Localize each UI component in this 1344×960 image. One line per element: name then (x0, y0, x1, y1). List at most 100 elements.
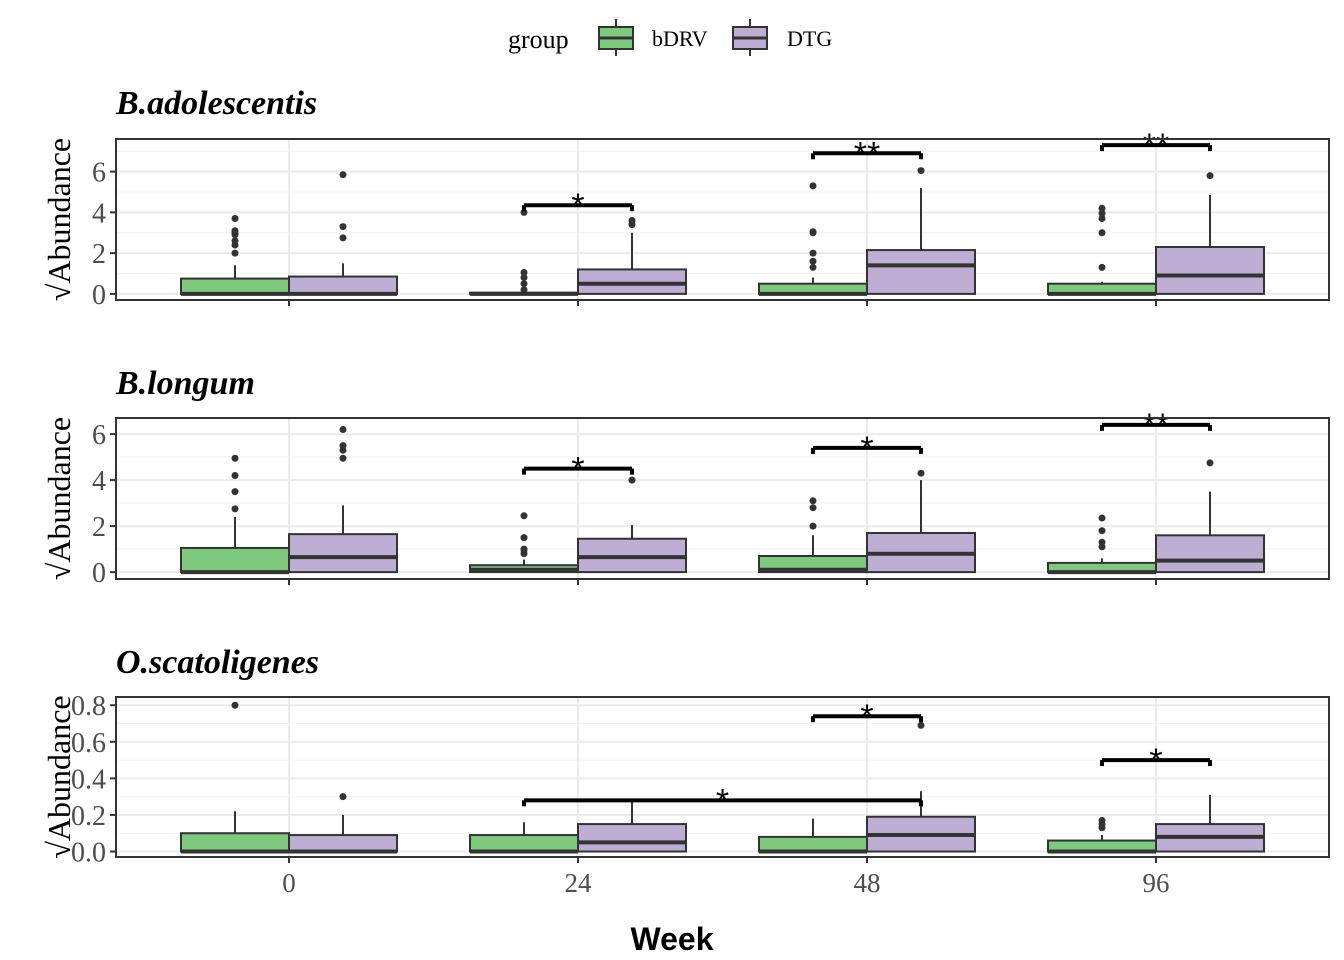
panel-3: O.scatoligenes 0.0 0.2 0.4 0.6 0.8 0 24 48 96 √Abu… (41, 644, 1330, 898)
outlier-point (917, 167, 925, 175)
box-bdrv-week-24 (469, 822, 579, 854)
box-body (180, 832, 290, 853)
box-bdrv-week-0 (180, 454, 290, 575)
box-body (288, 834, 398, 853)
outlier-point (1098, 229, 1106, 237)
outlier-point (809, 522, 817, 530)
box-dtg-week-96 (1155, 459, 1265, 574)
outlier-point (339, 234, 347, 242)
y-tick-label: 0 (92, 558, 106, 589)
significance-label: ** (854, 135, 880, 173)
outlier-point (1098, 214, 1106, 222)
outlier-point (339, 793, 347, 801)
box-dtg-week-24 (577, 802, 687, 853)
outlier-point (520, 274, 528, 282)
box-bdrv-week-0 (180, 214, 290, 296)
y-tick-label: 4 (92, 466, 106, 497)
outlier-point (231, 505, 239, 513)
significance-bracket: ** (1100, 407, 1212, 445)
legend-key-dtg (732, 19, 768, 56)
sqrt-sign: √ (41, 283, 77, 301)
significance-label: * (571, 451, 584, 489)
box-dtg-week-0 (288, 426, 398, 574)
y-tick-label: 6 (92, 420, 106, 451)
box-body (180, 546, 290, 574)
box-body (1155, 246, 1265, 295)
outlier-point (231, 472, 239, 479)
significance-label: * (571, 187, 584, 225)
outlier-point (809, 263, 817, 271)
significance-label: ** (1143, 127, 1169, 165)
box-body (577, 268, 687, 295)
outlier-point (809, 182, 817, 190)
outlier-point (231, 701, 239, 709)
panel-title: B.adolescentis (115, 85, 317, 122)
box-body (577, 823, 687, 853)
outlier-point (628, 476, 636, 484)
y-tick-label: 0.6 (71, 728, 106, 759)
y-tick-label: 2 (92, 239, 106, 270)
outlier-point (809, 497, 817, 505)
outlier-point (1098, 816, 1106, 824)
outlier-point (339, 171, 347, 179)
outlier-point (809, 257, 817, 265)
outlier-point (1098, 263, 1106, 271)
sqrt-sign: √ (41, 841, 77, 859)
significance-bracket: * (522, 451, 634, 489)
y-tick-label: 4 (92, 198, 106, 229)
legend-title: group (508, 25, 569, 54)
outlier-point (1098, 209, 1106, 217)
panel-border (115, 417, 1330, 580)
outlier-point (520, 534, 528, 542)
legend-key-bdrv (598, 19, 634, 56)
outlier-point (339, 223, 347, 231)
y-tick-label: 0 (92, 280, 106, 311)
box-dtg-week-96 (1155, 794, 1265, 853)
outlier-point (1098, 538, 1106, 546)
y-tick-label: 6 (92, 158, 106, 189)
significance-label: * (860, 698, 873, 736)
y-tick-label: 0.4 (71, 764, 106, 795)
box-body (288, 533, 398, 574)
box-dtg-week-24 (577, 217, 687, 295)
legend-label-bdrv: bDRV (652, 26, 708, 51)
box-dtg-week-0 (288, 171, 398, 296)
box-dtg-week-48 (866, 721, 976, 853)
box-body (1155, 534, 1265, 574)
y-tick-label: 2 (92, 512, 106, 543)
panel-title: O.scatoligenes (116, 644, 319, 681)
box-bdrv-week-24 (469, 512, 579, 574)
outlier-point (339, 442, 347, 450)
x-tick-label: 0 (282, 868, 296, 898)
box-body (469, 834, 579, 853)
box-dtg-week-24 (577, 476, 687, 574)
significance-label: * (860, 430, 873, 468)
significance-label: ** (1143, 407, 1169, 445)
box-bdrv-week-96 (1047, 204, 1157, 296)
significance-label: * (1149, 742, 1162, 780)
legend-label-dtg: DTG (787, 26, 832, 51)
box-body (758, 835, 868, 853)
box-body (180, 277, 290, 295)
outlier-point (231, 227, 239, 235)
significance-bracket: * (522, 782, 923, 820)
outlier-point (628, 217, 636, 225)
outlier-point (1098, 204, 1106, 212)
box-dtg-week-48 (866, 469, 976, 574)
x-tick-label: 48 (854, 868, 881, 898)
box-body (288, 275, 398, 295)
box-dtg-week-96 (1155, 172, 1265, 295)
significance-bracket: * (811, 430, 923, 468)
outlier-point (231, 249, 239, 257)
box-dtg-week-48 (866, 167, 976, 295)
outlier-point (1206, 172, 1214, 180)
box-dtg-week-0 (288, 793, 398, 854)
x-tick-label: 96 (1143, 868, 1170, 898)
outlier-point (1098, 514, 1106, 522)
outlier-point (231, 488, 239, 496)
box-body (866, 249, 976, 295)
x-tick-label: 24 (565, 868, 593, 898)
outlier-point (809, 228, 817, 236)
